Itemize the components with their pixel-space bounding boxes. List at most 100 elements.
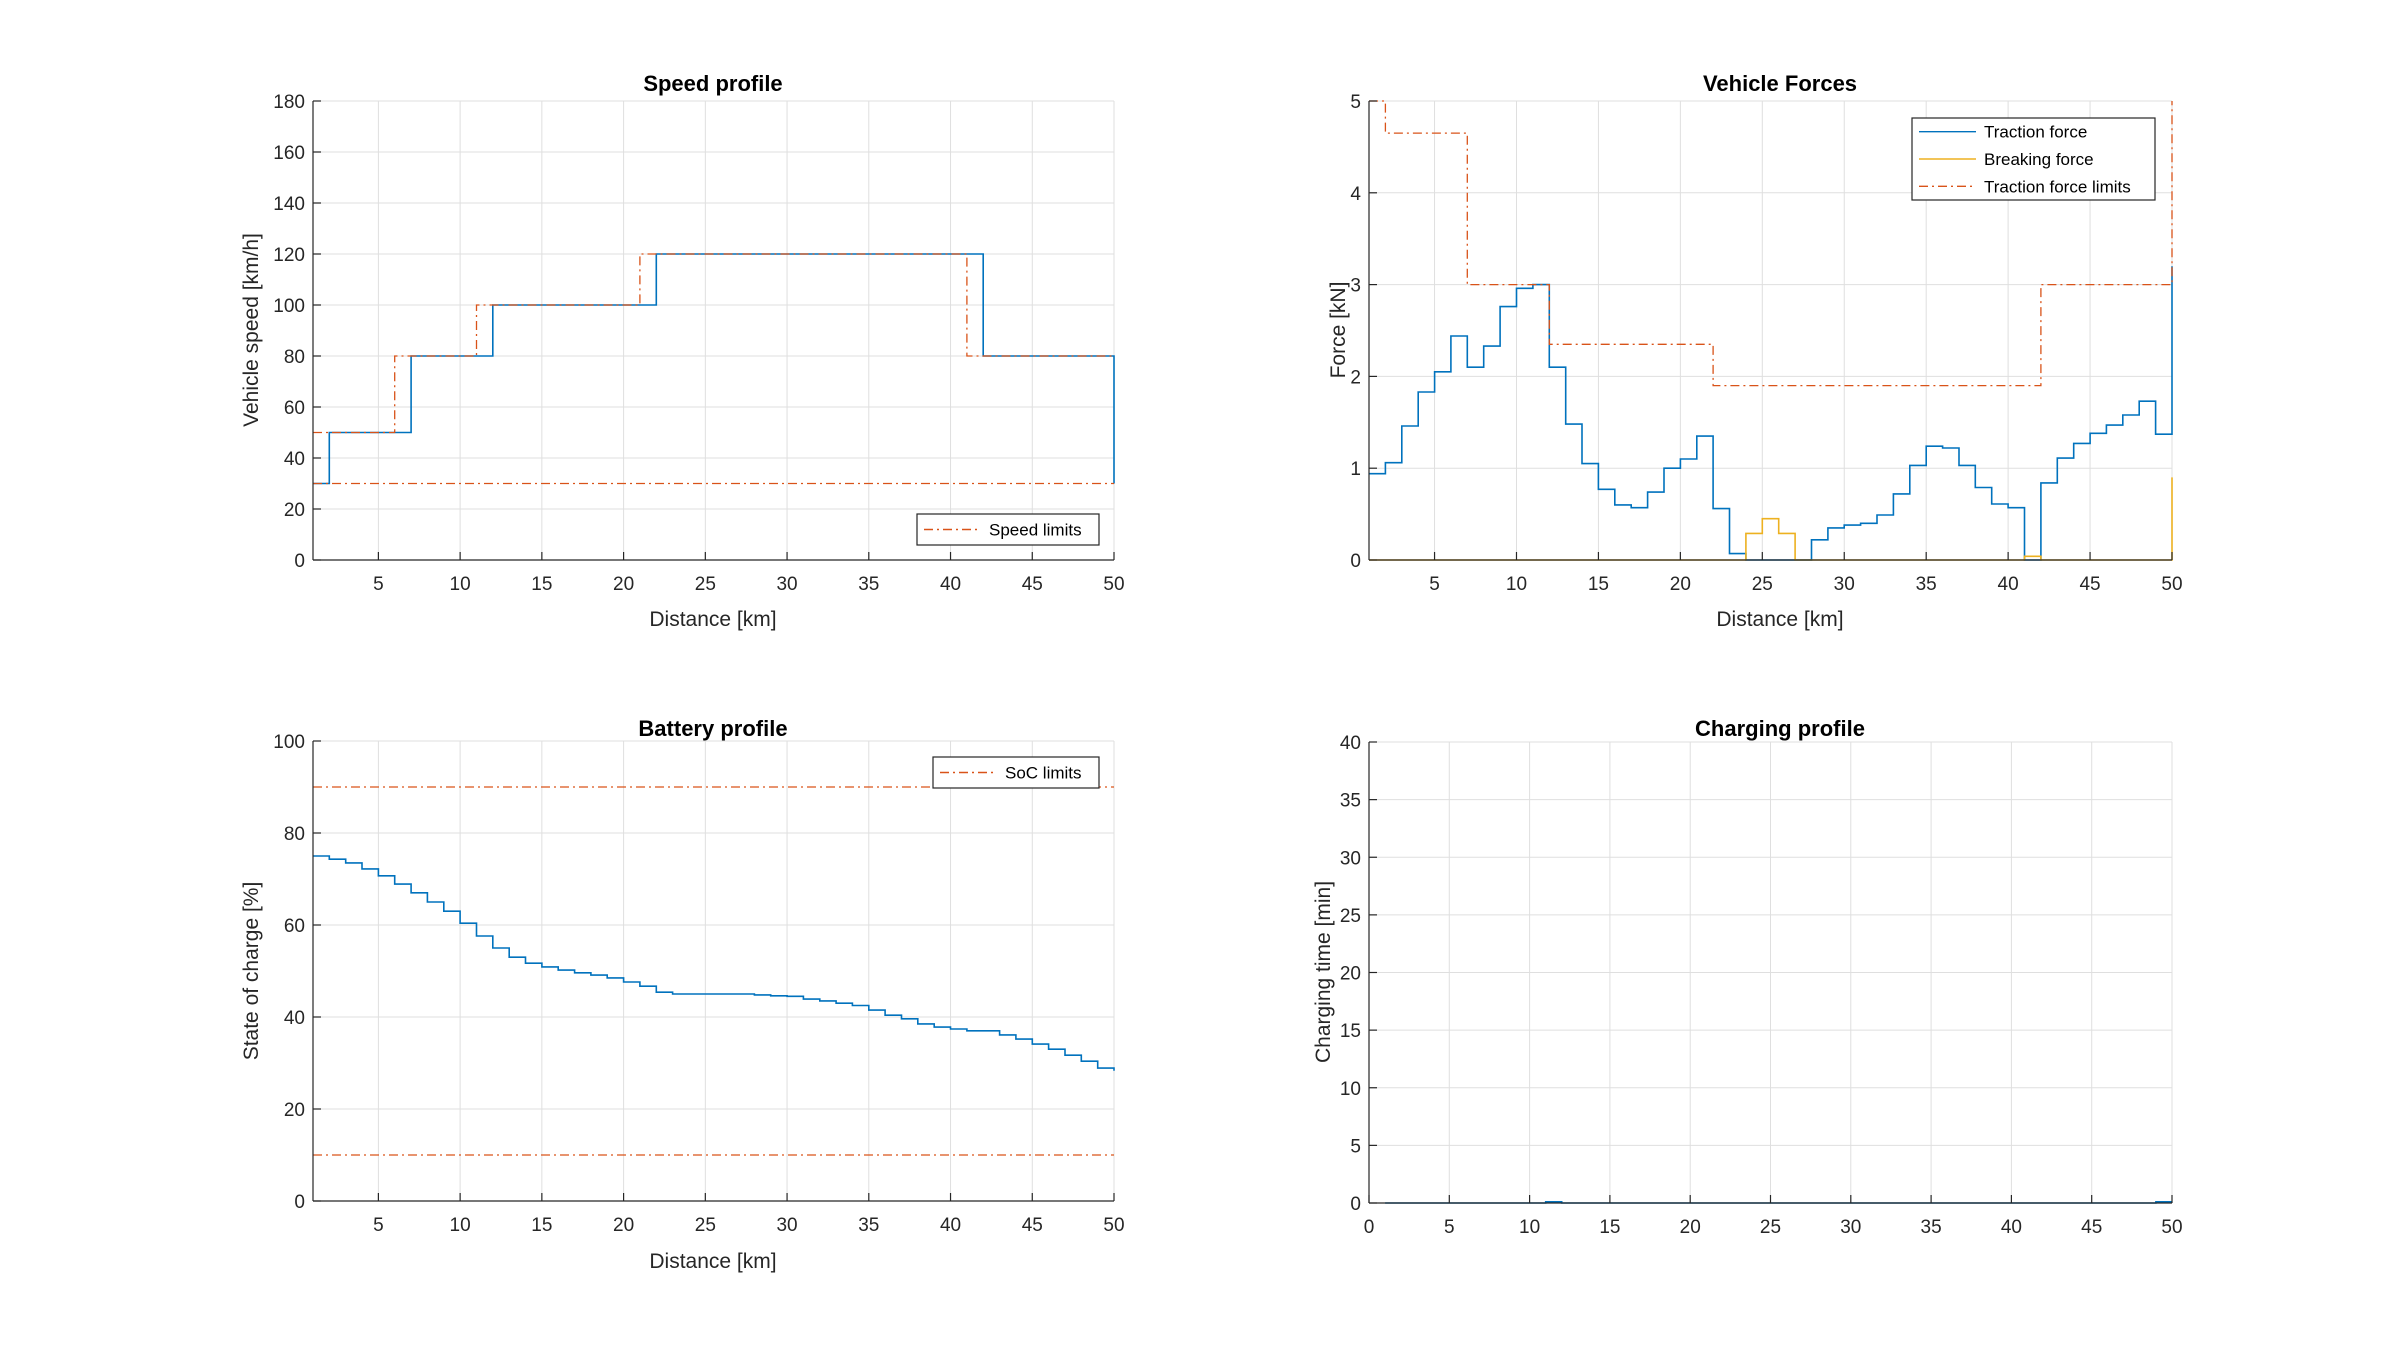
legend: SoC limits: [932, 756, 1100, 789]
series-state-of-charge: [313, 855, 1115, 1071]
y-tick-label: 1: [1350, 459, 1361, 480]
y-tick-label: 80: [284, 824, 305, 845]
x-tick-label: 15: [1588, 574, 1609, 595]
y-tick-label: 0: [1350, 551, 1361, 572]
x-tick-label: 40: [2001, 1217, 2022, 1238]
x-tick-label: 10: [1506, 574, 1527, 595]
x-tick-label: 25: [695, 574, 716, 595]
x-tick-label: 10: [450, 1215, 471, 1236]
x-tick-label: 0: [1364, 1217, 1375, 1238]
x-tick-label: 20: [1670, 574, 1691, 595]
x-tick-label: 40: [1998, 574, 2019, 595]
charging-profile-chart: Charging profile Charging time [min] 0 5 1…: [1312, 716, 2183, 1238]
x-tick-label: 30: [776, 1215, 797, 1236]
y-tick-label: 0: [294, 551, 305, 572]
axes: [1368, 741, 2173, 1204]
x-tick-label: 5: [373, 574, 384, 595]
x-tick-label: 25: [1760, 1217, 1781, 1238]
x-axis-label: Distance [km]: [1716, 608, 1843, 631]
x-tick-label: 35: [1921, 1217, 1942, 1238]
x-tick-label: 50: [2161, 1217, 2182, 1238]
y-tick-label: 15: [1340, 1021, 1361, 1042]
y-tick-label: 120: [273, 245, 305, 266]
legend: Traction force Breaking force Traction for…: [1911, 117, 2156, 201]
x-tick-label: 5: [373, 1215, 384, 1236]
y-tick-label: 10: [1340, 1079, 1361, 1100]
x-tick-label: 40: [940, 1215, 961, 1236]
y-tick-label: 20: [284, 500, 305, 521]
x-tick-label: 5: [1444, 1217, 1455, 1238]
x-tick-label: 30: [1834, 574, 1855, 595]
x-tick-label: 15: [1599, 1217, 1620, 1238]
y-tick-label: 25: [1340, 906, 1361, 927]
y-axis-label: Vehicle speed [km/h]: [240, 233, 263, 427]
y-tick-label: 20: [1340, 964, 1361, 985]
legend-entry-label: Breaking force: [1984, 150, 2094, 169]
grid: [1369, 100, 2173, 561]
x-tick-label: 30: [1840, 1217, 1861, 1238]
y-tick-label: 20: [284, 1100, 305, 1121]
tick-labels: 5 10 15 20 25 30 35 40 45 50 0 20 40 60 80 100: [273, 732, 1124, 1236]
y-axis-label: Force [kN]: [1327, 282, 1350, 379]
y-axis-label: Charging time [min]: [1312, 881, 1335, 1063]
plot-area: [313, 253, 1115, 485]
y-tick-label: 40: [284, 449, 305, 470]
x-tick-label: 50: [2161, 574, 2182, 595]
y-tick-label: 160: [273, 143, 305, 164]
y-tick-label: 100: [273, 732, 305, 753]
y-tick-label: 5: [1350, 92, 1361, 113]
y-tick-label: 60: [284, 398, 305, 419]
x-tick-label: 20: [1680, 1217, 1701, 1238]
y-tick-label: 40: [1340, 733, 1361, 754]
x-tick-label: 35: [1916, 574, 1937, 595]
speed-profile-chart: Speed profile Distance [km] Vehicle spee…: [240, 71, 1125, 631]
legend-entry-label: Speed limits: [989, 521, 1082, 540]
y-tick-label: 3: [1350, 276, 1361, 297]
x-axis-label: Distance [km]: [649, 1250, 776, 1273]
x-tick-label: 25: [1752, 574, 1773, 595]
y-tick-label: 5: [1350, 1136, 1361, 1157]
x-tick-label: 25: [695, 1215, 716, 1236]
x-tick-label: 35: [858, 574, 879, 595]
axes: [1368, 100, 2173, 561]
x-tick-label: 45: [1022, 574, 1043, 595]
chart-title: Vehicle Forces: [1703, 71, 1857, 96]
legend-entry-label: Traction force limits: [1984, 177, 2131, 196]
y-tick-label: 100: [273, 296, 305, 317]
x-tick-label: 20: [613, 1215, 634, 1236]
legend-entry-label: Traction force: [1984, 123, 2087, 142]
x-tick-label: 50: [1103, 574, 1124, 595]
x-tick-label: 10: [450, 574, 471, 595]
chart-title: Charging profile: [1695, 716, 1865, 741]
x-tick-label: 5: [1429, 574, 1440, 595]
tick-labels: 5 10 15 20 25 30 35 40 45 50 0 20 40 60 80 100 120 140 160…: [273, 92, 1124, 595]
x-axis-label: Distance [km]: [649, 608, 776, 631]
grid: [313, 740, 1115, 1202]
legend: Speed limits: [916, 513, 1100, 546]
x-tick-label: 15: [531, 1215, 552, 1236]
x-tick-label: 40: [940, 574, 961, 595]
vehicle-forces-chart: Vehicle Forces Distance [km] Force [kN] …: [1327, 71, 2183, 631]
y-tick-label: 40: [284, 1008, 305, 1029]
x-tick-label: 35: [858, 1215, 879, 1236]
chart-title: Battery profile: [638, 716, 787, 741]
y-axis-label: State of charge [%]: [240, 882, 263, 1061]
x-tick-label: 15: [531, 574, 552, 595]
legend-entry-label: SoC limits: [1005, 764, 1082, 783]
y-tick-label: 0: [294, 1192, 305, 1213]
x-tick-label: 45: [1022, 1215, 1043, 1236]
x-tick-label: 30: [776, 574, 797, 595]
x-tick-label: 45: [2079, 574, 2100, 595]
chart-title: Speed profile: [643, 71, 782, 96]
tick-labels: 0 5 10 15 20 25 30 35 40 45 50 0 5 10 15 20 25 30 35 40: [1340, 733, 2183, 1238]
x-tick-label: 50: [1103, 1215, 1124, 1236]
y-tick-label: 180: [273, 92, 305, 113]
series-speed-limits: [313, 253, 1114, 434]
y-tick-label: 60: [284, 916, 305, 937]
y-tick-label: 0: [1350, 1194, 1361, 1215]
y-tick-label: 2: [1350, 367, 1361, 388]
axes: [312, 740, 1115, 1202]
